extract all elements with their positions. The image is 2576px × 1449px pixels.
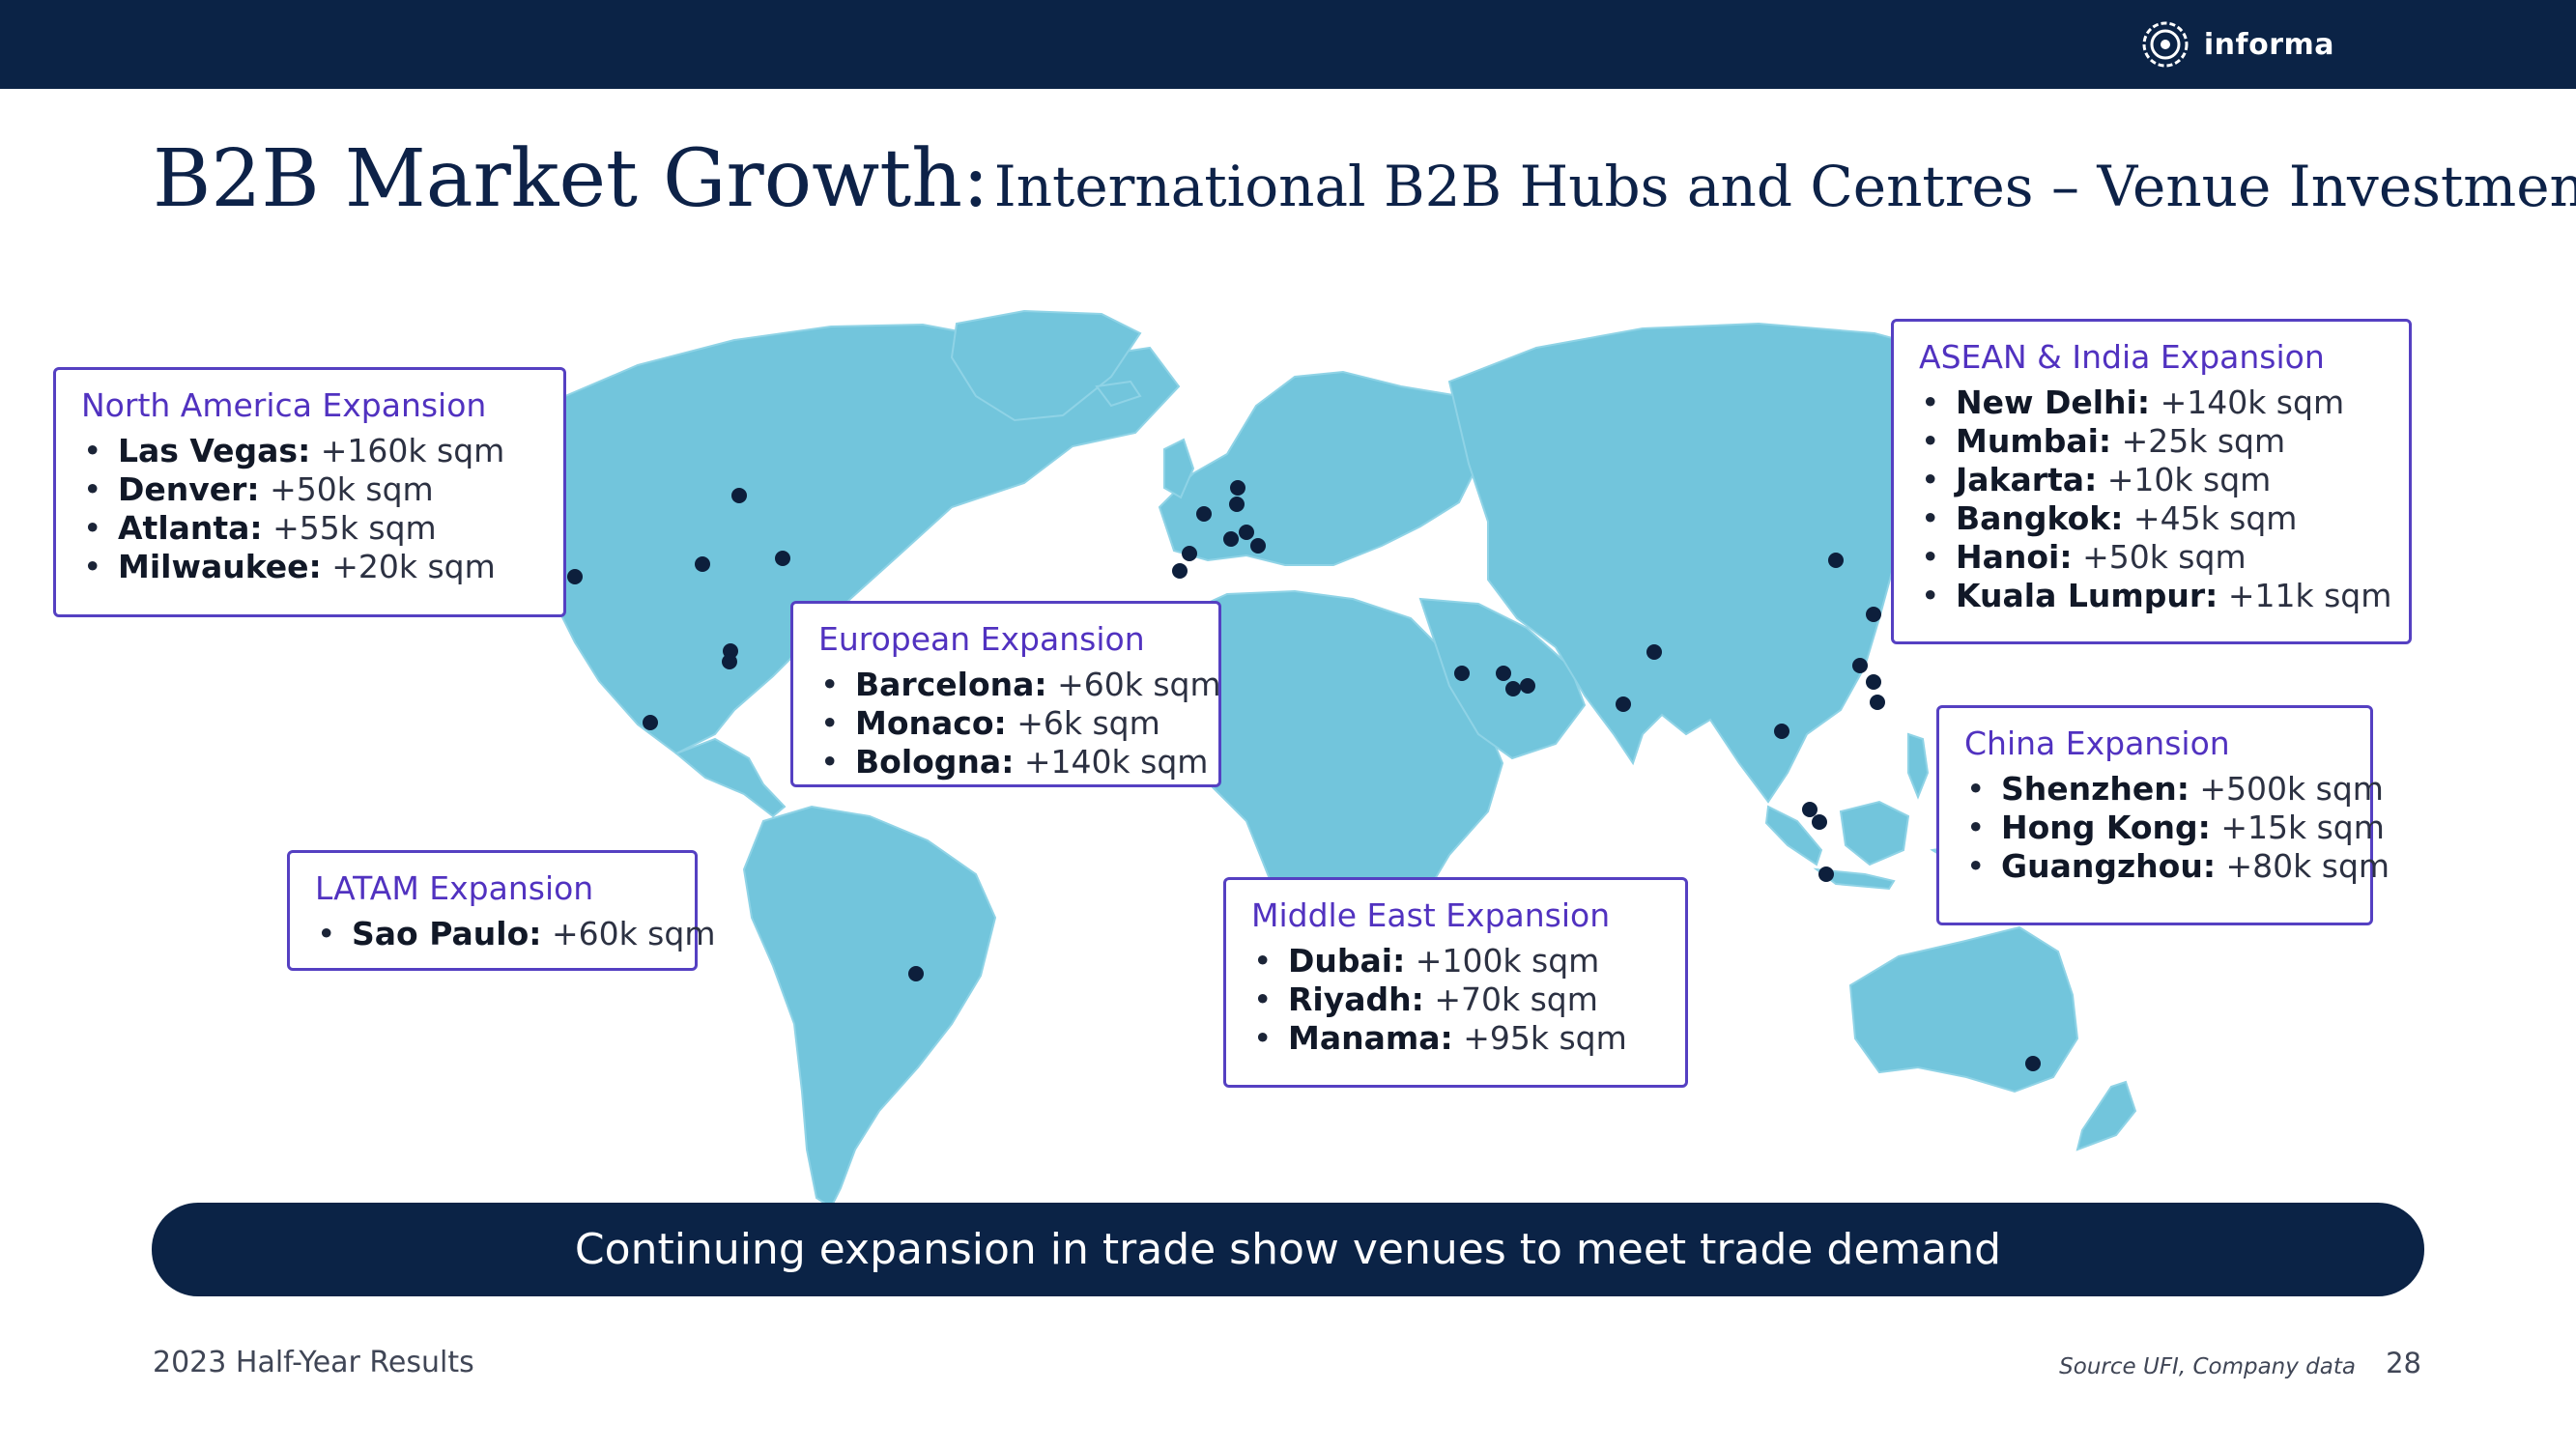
list-item: Barcelona: +60k sqm — [818, 666, 1221, 704]
list-item: Mumbai: +25k sqm — [1919, 422, 2386, 461]
list-item: Milwaukee: +20k sqm — [81, 548, 540, 586]
marker-europe-1 — [1230, 480, 1245, 496]
marker-denver — [695, 556, 710, 572]
marker-monaco — [1172, 563, 1188, 579]
marker-europe-2 — [1229, 497, 1245, 512]
marker-jakarta — [1818, 867, 1834, 882]
list-item: Denver: +50k sqm — [81, 470, 540, 509]
list-item: Riyadh: +70k sqm — [1251, 980, 1662, 1019]
informa-logo-icon — [2142, 21, 2189, 68]
list-item: Jakarta: +10k sqm — [1919, 461, 2386, 499]
list-item: Atlanta: +55k sqm — [81, 509, 540, 548]
map-europe — [1158, 370, 1495, 566]
asean-india-box: ASEAN & India Expansion New Delhi: +140k… — [1891, 319, 2412, 644]
list-item: Shenzhen: +500k sqm — [1964, 770, 2384, 809]
marker-riyadh — [1454, 666, 1470, 681]
marker-sao-paulo — [908, 966, 924, 981]
middle-east-box: Middle East Expansion Dubai: +100k sqm R… — [1223, 877, 1688, 1088]
list-item: Las Vegas: +160k sqm — [81, 432, 540, 470]
map-australia — [1848, 925, 2079, 1094]
list-item: Bologna: +140k sqm — [818, 743, 1208, 781]
marker-milwaukee — [731, 488, 747, 503]
marker-florida-2 — [722, 654, 737, 669]
marker-bangkok — [1774, 724, 1789, 739]
middle-east-title: Middle East Expansion — [1251, 896, 1611, 934]
map-philippines — [1907, 732, 1930, 800]
map-java — [1813, 867, 1896, 891]
list-item: Guangzhou: +80k sqm — [1964, 847, 2390, 886]
marker-dubai — [1520, 678, 1535, 694]
china-box: China Expansion Shenzhen: +500k sqm Hong… — [1936, 705, 2390, 925]
map-greenland — [950, 309, 1142, 422]
list-item: Hong Kong: +15k sqm — [1964, 809, 2385, 847]
logo-text: informa — [2203, 27, 2334, 62]
marker-hanoi — [1852, 658, 1868, 673]
middle-east-list: Dubai: +100k sqm Riyadh: +70k sqm Manama… — [1251, 942, 1662, 1058]
marker-barcelona — [1182, 546, 1197, 561]
marker-melbourne — [2025, 1056, 2041, 1071]
marker-kuala-lumpur — [1802, 802, 1818, 817]
map-uk — [1163, 438, 1195, 499]
marker-europe-4 — [1239, 525, 1254, 540]
marker-manama — [1496, 666, 1511, 681]
map-new-zealand — [2075, 1080, 2137, 1151]
marker-mumbai — [1616, 696, 1631, 712]
list-item: Sao Paulo: +60k sqm — [315, 915, 715, 953]
list-item: New Delhi: +140k sqm — [1919, 384, 2386, 422]
china-title: China Expansion — [1964, 724, 2230, 762]
marker-guangzhou — [1866, 674, 1881, 690]
map-sumatra — [1764, 805, 1823, 867]
list-item: Monaco: +6k sqm — [818, 704, 1195, 743]
north-america-box: North America Expansion Las Vegas: +160k… — [53, 367, 566, 617]
list-item: Hanoi: +50k sqm — [1919, 538, 2386, 577]
page-number: 28 — [2386, 1347, 2421, 1379]
map-iceland — [1095, 380, 1142, 408]
footer-source: Source UFI, Company data — [2059, 1354, 2356, 1379]
marker-mexico — [643, 715, 658, 730]
informa-logo: informa — [2138, 17, 2334, 71]
asean-india-list: New Delhi: +140k sqm Mumbai: +25k sqm Ja… — [1919, 384, 2391, 615]
marker-hong-kong — [1870, 695, 1885, 710]
marker-las-vegas — [567, 569, 583, 584]
marker-new-delhi — [1646, 644, 1662, 660]
asean-india-title: ASEAN & India Expansion — [1919, 338, 2325, 376]
header-bar: informa — [0, 0, 2576, 89]
list-item: Manama: +95k sqm — [1251, 1019, 1662, 1058]
china-list: Shenzhen: +500k sqm Hong Kong: +15k sqm … — [1964, 770, 2390, 886]
europe-title: European Expansion — [818, 620, 1145, 658]
list-item: Kuala Lumpur: +11k sqm — [1919, 577, 2391, 615]
marker-atlanta — [775, 551, 790, 566]
marker-beijing — [1828, 553, 1844, 568]
map-borneo — [1839, 800, 1910, 867]
marker-europe-6 — [1250, 538, 1266, 554]
title-main: B2B Market Growth: — [153, 133, 989, 225]
marker-europe-3 — [1196, 506, 1212, 522]
title-subtitle: International B2B Hubs and Centres – Ven… — [993, 154, 2576, 219]
latam-box: LATAM Expansion Sao Paulo: +60k sqm — [287, 850, 715, 971]
footer-report-title: 2023 Half-Year Results — [153, 1346, 474, 1379]
summary-banner: Continuing expansion in trade show venue… — [152, 1203, 2424, 1296]
marker-bologna — [1223, 531, 1239, 547]
marker-singapore — [1812, 814, 1827, 830]
europe-box: European Expansion Barcelona: +60k sqm M… — [790, 601, 1221, 787]
marker-shanghai — [1866, 607, 1881, 622]
europe-list: Barcelona: +60k sqm Monaco: +6k sqm Bolo… — [818, 666, 1221, 781]
north-america-title: North America Expansion — [81, 386, 487, 424]
marker-me-4 — [1505, 681, 1521, 696]
list-item: Dubai: +100k sqm — [1251, 942, 1662, 980]
list-item: Bangkok: +45k sqm — [1919, 499, 2386, 538]
latam-title: LATAM Expansion — [315, 869, 594, 907]
map-central-america — [674, 737, 787, 818]
north-america-list: Las Vegas: +160k sqm Denver: +50k sqm At… — [81, 432, 540, 586]
map-south-america — [742, 805, 997, 1209]
latam-list: Sao Paulo: +60k sqm — [315, 915, 715, 953]
page-title: B2B Market Growth: International B2B Hub… — [153, 133, 2576, 225]
